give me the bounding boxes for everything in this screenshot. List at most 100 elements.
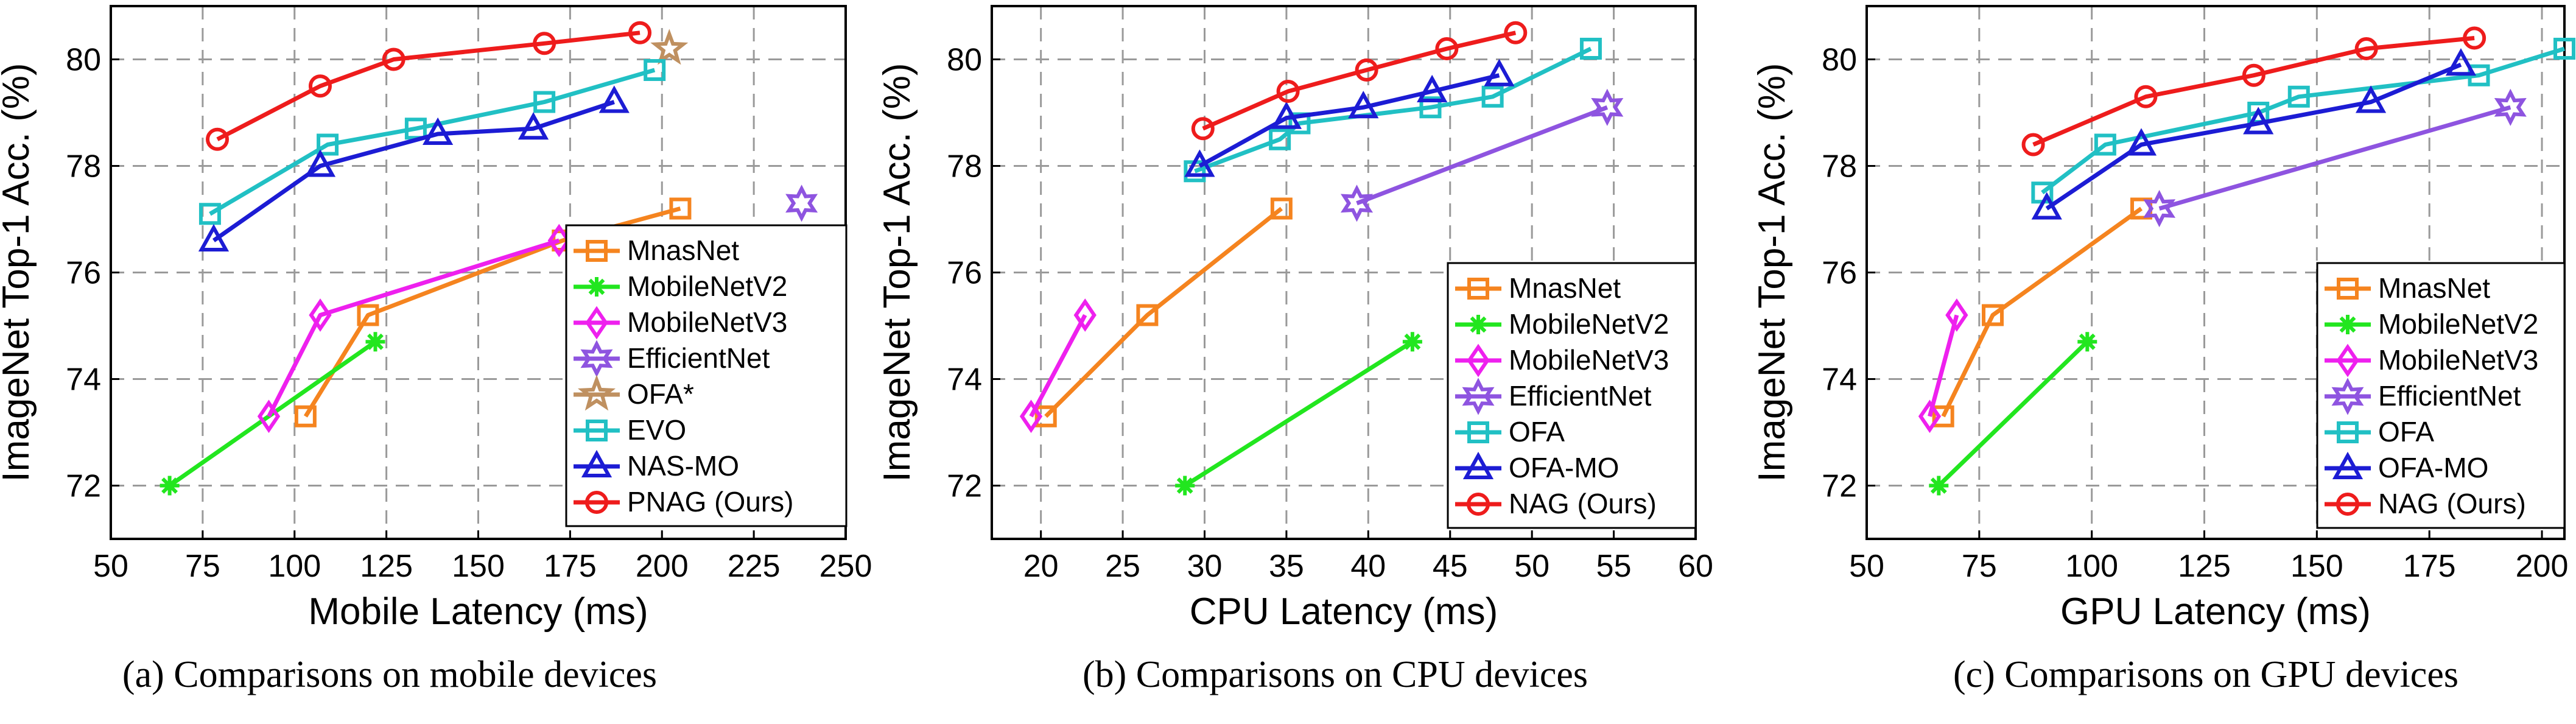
- x-tick-label: 45: [1433, 549, 1468, 584]
- data-point: [198, 223, 230, 251]
- data-point: [1402, 332, 1422, 352]
- y-tick-label: 78: [66, 149, 101, 185]
- data-point: [1034, 405, 1057, 427]
- legend-item: PNAG (Ours): [574, 486, 793, 518]
- legend-item: MobileNetV2: [2325, 308, 2538, 340]
- x-tick-label: 40: [1350, 549, 1386, 584]
- legend-marker: [2338, 315, 2357, 334]
- series-line: [2045, 62, 2462, 211]
- series-line: [216, 30, 640, 141]
- legend-marker: [2331, 378, 2364, 415]
- legend-label: MnasNet: [1509, 272, 1621, 304]
- legend-marker: [2336, 493, 2359, 516]
- data-point: [1579, 38, 1602, 60]
- data-point: [2021, 133, 2045, 156]
- series-mobilenetv2: [1929, 332, 2097, 496]
- y-tick-label: 72: [1822, 469, 1857, 504]
- legend-marker: [2336, 343, 2359, 378]
- x-tick-label: 35: [1269, 549, 1304, 584]
- y-axis-label: ImageNet Top-1 Acc. (%): [876, 63, 918, 482]
- legend-item: NAG (Ours): [2325, 488, 2526, 519]
- x-tick-label: 225: [728, 549, 781, 584]
- legend-item: NAS-MO: [574, 449, 739, 482]
- series-ofa: [2031, 38, 2575, 204]
- legend-item: OFA: [1455, 416, 1565, 448]
- data-point: [317, 133, 339, 156]
- data-point: [1269, 128, 1291, 150]
- data-point: [308, 74, 332, 98]
- series-line: [1198, 73, 1500, 168]
- legend: MnasNet MobileNetV2 MobileNetV3 EfficientNe…: [1447, 262, 1697, 529]
- data-point: [423, 117, 454, 145]
- x-tick-label: 175: [2403, 549, 2456, 584]
- data-point: [1419, 96, 1442, 119]
- legend-marker: [1469, 315, 1488, 334]
- data-point: [650, 29, 689, 65]
- series-line: [1044, 206, 1283, 418]
- legend-item: EfficientNet: [574, 340, 770, 378]
- legend-marker: [580, 340, 613, 378]
- x-tick-label: 30: [1187, 549, 1223, 584]
- x-tick-label: 100: [268, 549, 321, 584]
- series-mobilenetv3: [1918, 298, 1968, 434]
- data-point: [2354, 37, 2378, 60]
- data-point: [1276, 80, 1300, 103]
- y-tick-label: 74: [66, 362, 101, 398]
- series-line: [2158, 105, 2511, 211]
- x-axis-label: CPU Latency (ms): [1190, 591, 1498, 633]
- legend-marker: [585, 306, 608, 340]
- data-point: [1481, 85, 1504, 108]
- data-point: [628, 21, 652, 44]
- x-tick-label: 125: [2178, 549, 2231, 584]
- data-point: [160, 476, 180, 496]
- legend-marker: [1462, 378, 1495, 415]
- legend-marker: [1467, 493, 1490, 516]
- x-tick-label: 55: [1596, 549, 1632, 584]
- legend-label: MobileNetV2: [1509, 308, 1669, 340]
- legend-label: OFA*: [627, 378, 694, 410]
- series-line: [209, 68, 656, 216]
- data-point: [382, 47, 405, 71]
- legend-label: EfficientNet: [1509, 380, 1652, 412]
- legend-label: MobileNetV3: [627, 306, 787, 338]
- legend-label: OFA-MO: [2378, 452, 2488, 483]
- data-point: [2243, 107, 2274, 135]
- series-mnasnet: [1932, 197, 2153, 427]
- y-tick-label: 76: [947, 256, 982, 291]
- x-tick-label: 150: [2290, 549, 2343, 584]
- x-tick-label: 75: [1962, 549, 1997, 584]
- x-tick-label: 200: [2516, 549, 2569, 584]
- data-point: [1945, 298, 1968, 332]
- series-line: [1356, 105, 1609, 206]
- data-point: [2445, 48, 2477, 76]
- x-tick-label: 175: [544, 549, 597, 584]
- data-point: [533, 91, 556, 113]
- x-axis-label: GPU Latency (ms): [2060, 591, 2371, 633]
- y-tick-label: 72: [66, 469, 101, 504]
- legend-label: OFA-MO: [1509, 452, 1619, 483]
- legend-item: MobileNetV3: [574, 306, 787, 340]
- legend-marker: [1467, 421, 1489, 443]
- series-nag-ours: [1191, 21, 1528, 141]
- y-tick-label: 74: [1822, 362, 1857, 398]
- y-tick-label: 80: [947, 43, 982, 78]
- y-tick-label: 78: [1822, 149, 1857, 185]
- series-line: [212, 100, 615, 242]
- legend-marker: [581, 449, 612, 477]
- x-tick-label: 250: [819, 549, 872, 584]
- legend-label: EfficientNet: [2378, 380, 2521, 412]
- data-point: [1982, 304, 2004, 326]
- x-tick-label: 50: [93, 549, 128, 584]
- data-point: [1929, 476, 1949, 496]
- data-point: [2355, 85, 2387, 113]
- legend-item: OFA: [2325, 416, 2434, 448]
- data-point: [2125, 128, 2157, 156]
- legend-item: MobileNetV2: [574, 270, 787, 302]
- data-point: [257, 399, 281, 434]
- panel-caption: (b) Comparisons on CPU devices: [1083, 654, 1588, 695]
- series-line: [2032, 36, 2475, 147]
- data-point: [1484, 58, 1515, 86]
- y-axis-label: ImageNet Top-1 Acc. (%): [0, 63, 37, 482]
- data-point: [598, 85, 630, 113]
- data-point: [1417, 74, 1448, 102]
